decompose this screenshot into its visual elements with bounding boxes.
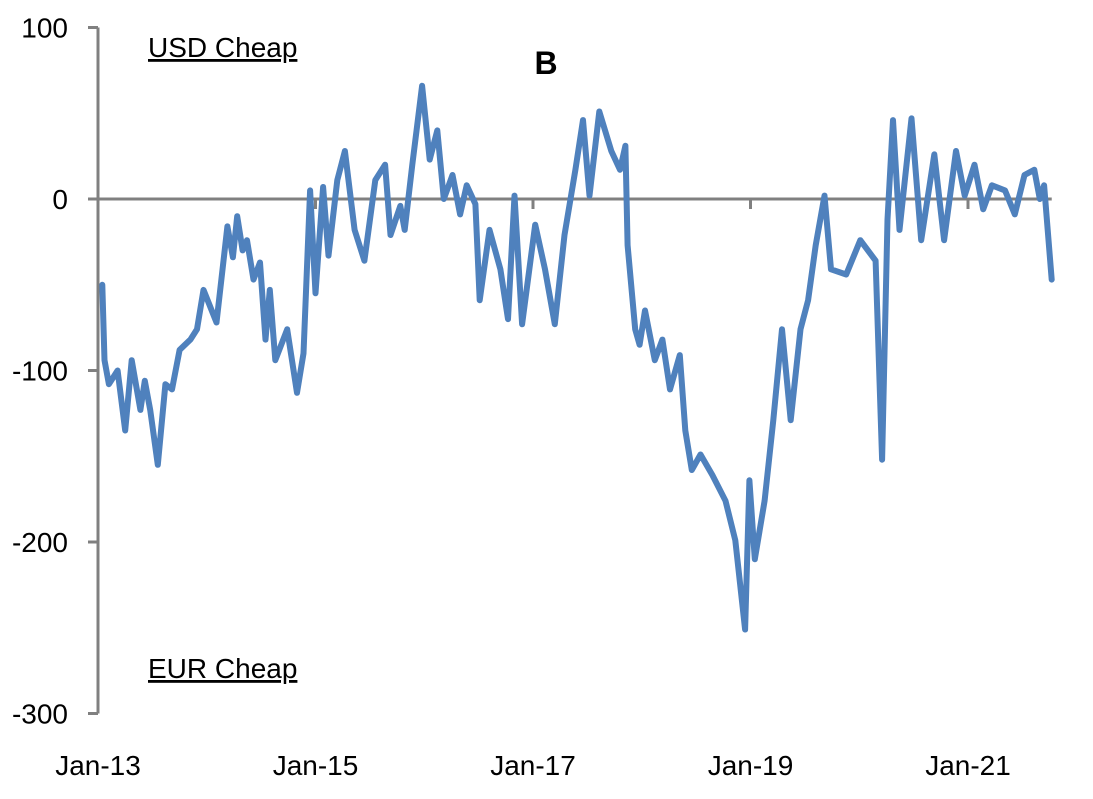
annotation-usd-cheap: USD Cheap: [148, 32, 297, 63]
x-tick-label: Jan-21: [925, 750, 1011, 781]
y-tick-label: -100: [12, 356, 68, 387]
y-tick-labels: 100 0 -100 -200 -300: [12, 13, 68, 730]
y-tick-label: 100: [21, 13, 68, 44]
x-tick-label: Jan-17: [490, 750, 576, 781]
annotation-eur-cheap: EUR Cheap: [148, 653, 297, 684]
y-tick-label: -300: [12, 699, 68, 730]
x-tick-label: Jan-19: [708, 750, 794, 781]
axes: [88, 26, 1052, 715]
x-tick-labels: Jan-13 Jan-15 Jan-17 Jan-19 Jan-21: [55, 750, 1011, 781]
y-tick-label: 0: [52, 184, 68, 215]
chart-title: B: [534, 45, 557, 81]
y-tick-label: -200: [12, 527, 68, 558]
x-tick-label: Jan-13: [55, 750, 141, 781]
series-line: [99, 82, 1055, 633]
x-tick-label: Jan-15: [273, 750, 359, 781]
